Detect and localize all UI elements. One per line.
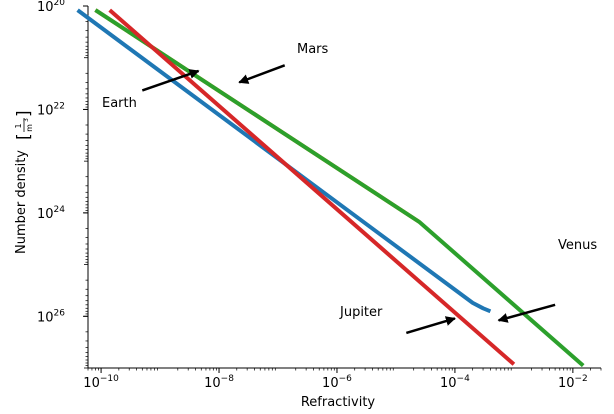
y-axis-label: Number density bbox=[14, 150, 29, 254]
series-line-4 bbox=[108, 8, 516, 366]
series-layer bbox=[76, 8, 585, 368]
axes: 10−10 10−8 10−6 10−4 10−2 1020 1022 1024 1026 bbox=[37, 0, 602, 391]
x-tick-label: 10−2 bbox=[558, 374, 588, 391]
annotation-label-mars: Mars bbox=[297, 42, 329, 57]
annotation-label-earth: Earth bbox=[102, 96, 137, 111]
y-tick-label: 1020 bbox=[37, 0, 65, 15]
annotation-arrow-jupiter bbox=[405, 316, 456, 335]
annotations: Mars Earth Venus Jupiter bbox=[102, 42, 597, 335]
annotation-arrow-earth bbox=[141, 69, 200, 92]
annotation-label-jupiter: Jupiter bbox=[339, 305, 383, 320]
annotation-arrow-venus bbox=[497, 303, 556, 323]
series-line-2 bbox=[94, 8, 585, 368]
y-unit-denominator: m bbox=[25, 124, 34, 132]
x-tick-label: 10−8 bbox=[204, 374, 234, 391]
y-unit-bracket-right: ] bbox=[14, 110, 34, 117]
y-unit-bracket-left: [ bbox=[14, 133, 34, 140]
x-axis-label: Refractivity bbox=[301, 395, 376, 410]
y-tick-label: 1026 bbox=[37, 308, 65, 325]
y-axis-label-group: Number density [ 1 m 3 ] bbox=[14, 110, 34, 254]
annotation-arrow-mars bbox=[238, 64, 286, 84]
y-tick-label: 1024 bbox=[37, 205, 65, 222]
x-tick-label: 10−10 bbox=[83, 374, 119, 391]
y-tick-label: 1022 bbox=[37, 101, 65, 118]
annotation-label-venus: Venus bbox=[558, 238, 597, 253]
y-unit-denominator-exponent: 3 bbox=[23, 118, 30, 122]
y-unit-numerator: 1 bbox=[14, 123, 23, 128]
x-tick-label: 10−6 bbox=[322, 374, 352, 391]
x-tick-label: 10−4 bbox=[440, 374, 470, 391]
